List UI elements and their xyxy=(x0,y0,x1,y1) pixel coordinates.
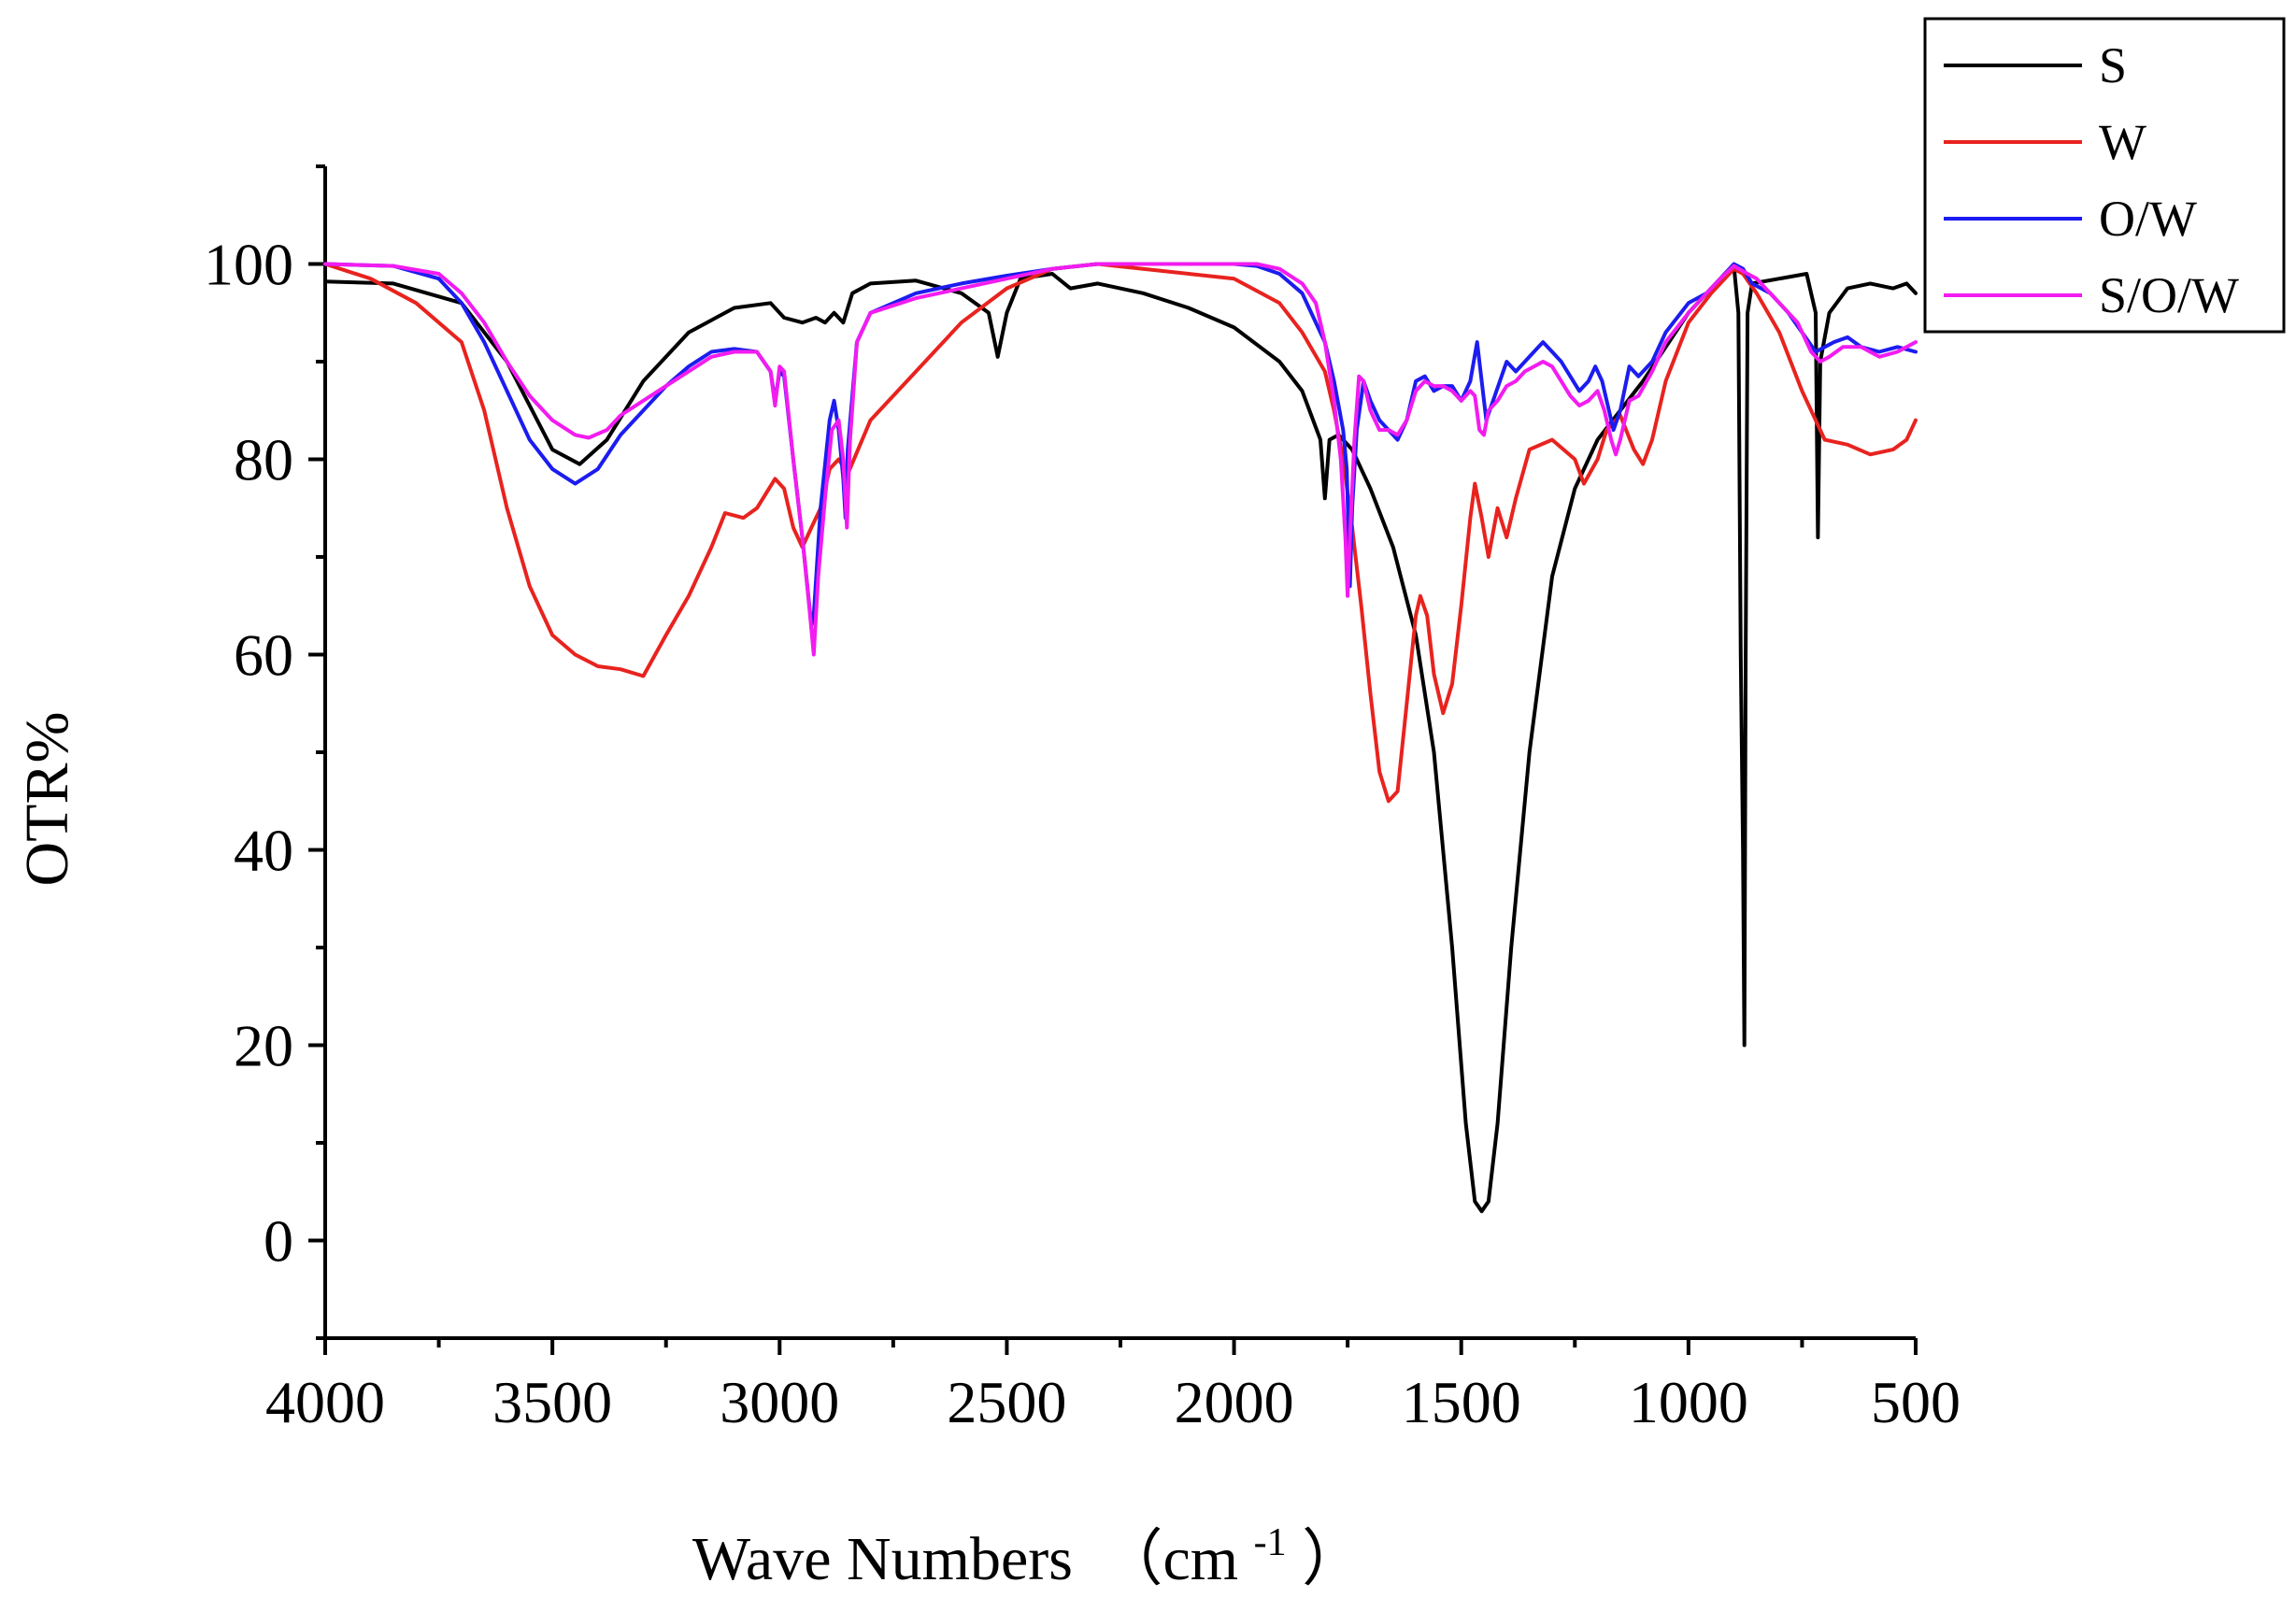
x-tick-label: 4000 xyxy=(265,1369,385,1435)
x-tick-label: 1000 xyxy=(1629,1369,1748,1435)
x-tick-label: 3000 xyxy=(720,1369,839,1435)
y-tick-label: 80 xyxy=(234,427,293,493)
legend-items: SW O/W S/O/W xyxy=(1944,37,2239,323)
legend-label-s: S xyxy=(2099,37,2127,93)
x-tick-label: 500 xyxy=(1871,1369,1961,1435)
x-tick-label: 3500 xyxy=(492,1369,612,1435)
x-axis-ticks: 4000 3500 3000 2500 2000 1500 1000 500 xyxy=(265,1338,1961,1435)
y-axis-title: OTR% xyxy=(13,712,81,887)
legend-label-o-w: O/W xyxy=(2099,191,2197,247)
y-tick-label: 60 xyxy=(234,622,293,689)
x-tick-label: 2000 xyxy=(1175,1369,1294,1435)
x-axis-title: Wave Numbers （cm -1 ） xyxy=(692,1501,1363,1593)
x-tick-label: 1500 xyxy=(1402,1369,1521,1435)
x-axis-title-unit-sup: -1 xyxy=(1254,1521,1287,1564)
legend-label-s-o-w: S/O/W xyxy=(2099,267,2239,323)
plot-frame xyxy=(323,166,1916,1340)
y-tick-label: 40 xyxy=(234,818,293,884)
x-tick-label: 2500 xyxy=(947,1369,1066,1435)
x-axis-title-main: Wave Numbers xyxy=(692,1525,1073,1593)
legend: SW O/W S/O/W xyxy=(1923,17,2286,334)
x-axis-title-unit-open: （cm xyxy=(1101,1525,1238,1593)
series-line-o-w xyxy=(323,262,1918,628)
legend-box xyxy=(1923,17,2286,334)
y-tick-label: 20 xyxy=(234,1013,293,1079)
y-tick-label: 100 xyxy=(204,232,293,298)
series-line-s-o-w xyxy=(323,262,1918,657)
x-axis-title-unit-close: ） xyxy=(1302,1525,1363,1593)
series-line-s xyxy=(323,264,1918,1214)
legend-label-w: W xyxy=(2099,114,2146,170)
series-lines xyxy=(323,262,1918,1214)
y-tick-label: 0 xyxy=(264,1208,293,1275)
y-axis-ticks: 0 20 40 60 80 100 xyxy=(204,164,325,1340)
series-line-w xyxy=(323,262,1918,804)
